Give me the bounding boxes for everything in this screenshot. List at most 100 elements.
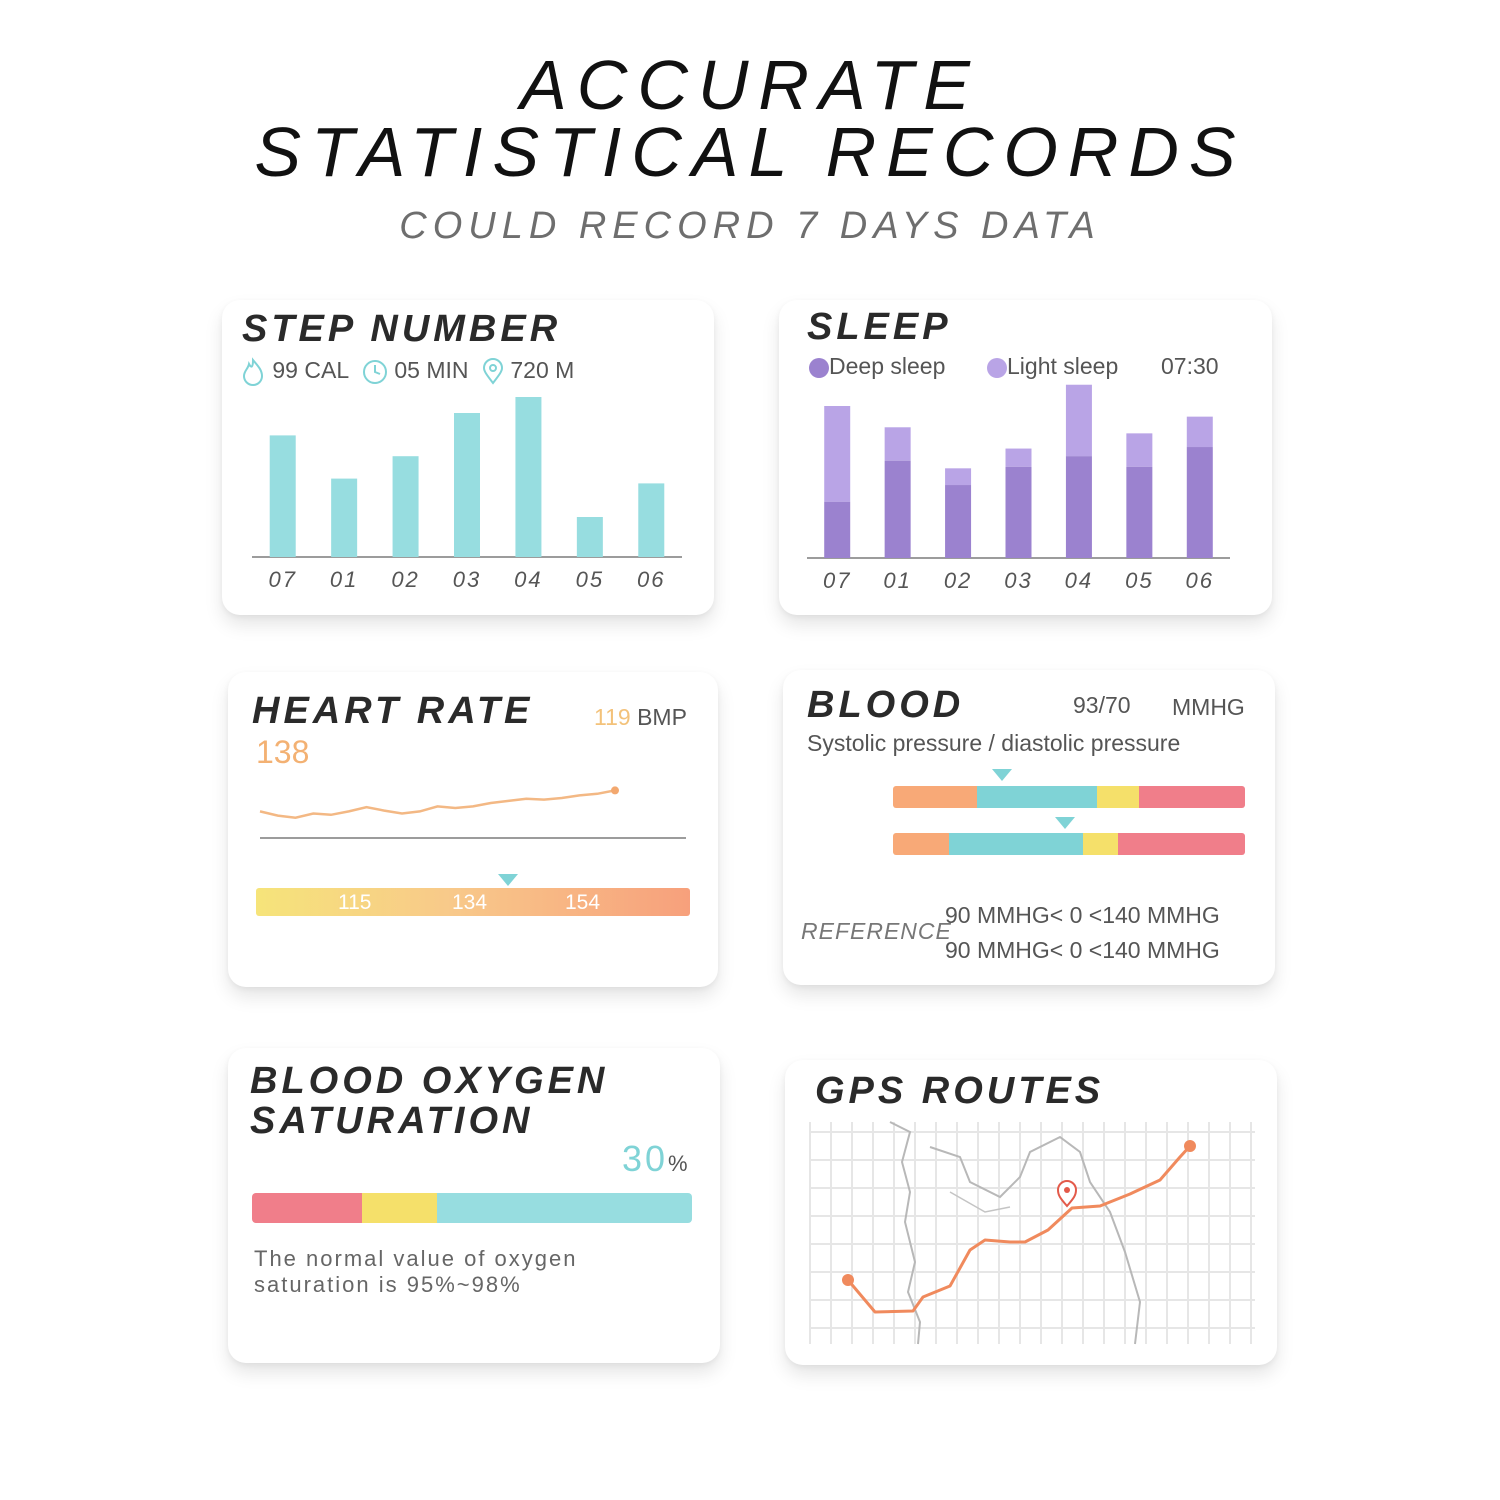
- oxygen-value: 30: [622, 1138, 669, 1179]
- step-day-label: 07: [268, 567, 297, 592]
- oxygen-zone-segment: [436, 1193, 692, 1223]
- hr-tick-1: 115: [338, 891, 372, 914]
- duration-value: 05 MIN: [394, 357, 469, 383]
- heart-rate-endpoint: [611, 786, 619, 795]
- light-sleep-bar: [1126, 433, 1153, 467]
- light-sleep-bar: [1186, 416, 1213, 448]
- light-sleep-label: Light sleep: [1007, 353, 1119, 379]
- light-sleep-bar: [824, 406, 851, 502]
- heart-rate-current: 138: [256, 734, 310, 770]
- blood-title: BLOOD: [807, 684, 965, 726]
- sleep-day-label: 02: [943, 568, 973, 593]
- heart-rate-marker: [497, 874, 518, 886]
- deep-sleep-label: Deep sleep: [829, 353, 946, 379]
- bmp-value: 119: [594, 704, 631, 730]
- map-road-2: [929, 1135, 1142, 1345]
- bmp-unit: BMP: [637, 704, 687, 730]
- sleep-day-label: 01: [883, 568, 912, 593]
- oxygen-title-line2: SATURATION: [250, 1100, 534, 1142]
- light-sleep-bar: [1005, 448, 1032, 467]
- calories-stat: 99 CAL: [240, 357, 349, 386]
- oxygen-title-line1: BLOOD OXYGEN: [250, 1060, 609, 1102]
- light-sleep-bar: [945, 468, 972, 486]
- duration-stat: 05 MIN: [362, 357, 469, 385]
- step-bar: [576, 517, 603, 557]
- step-day-label: 01: [329, 567, 359, 592]
- route-start-point: [842, 1274, 854, 1286]
- heart-rate-card: HEART RATE 138 119 BMP 115 134 154: [228, 672, 718, 987]
- deep-sleep-bar: [1005, 466, 1032, 558]
- deep-sleep-bar: [1186, 447, 1213, 558]
- step-bar: [454, 413, 480, 557]
- sleep-day-label: 06: [1185, 568, 1215, 593]
- pressure-zone-segment: [977, 786, 1098, 808]
- step-bar: [638, 483, 665, 557]
- location-pin-icon: [482, 357, 504, 385]
- deep-sleep-dot: [809, 357, 829, 378]
- deep-sleep-legend: Deep sleep: [809, 353, 945, 380]
- calories-value: 99 CAL: [272, 357, 350, 383]
- oxygen-note-line1: The normal value of oxygen: [254, 1246, 578, 1271]
- reference-label: REFERENCE: [801, 918, 952, 944]
- light-sleep-bar: [1065, 384, 1092, 457]
- map-grid: [809, 1122, 1255, 1344]
- oxygen-unit: %: [668, 1151, 688, 1176]
- step-day-label: 04: [514, 567, 543, 592]
- oxygen-reading: 30%: [622, 1138, 688, 1180]
- gps-title: GPS ROUTES: [815, 1070, 1105, 1112]
- systolic-marker: [992, 769, 1013, 781]
- sleep-total: 07:30: [1161, 353, 1219, 379]
- deep-sleep-bar: [945, 485, 972, 558]
- heart-rate-bmp: 119 BMP: [594, 704, 687, 731]
- heart-rate-line: [259, 786, 619, 819]
- sleep-day-label: 04: [1064, 568, 1094, 593]
- deep-sleep-bar: [1126, 466, 1153, 558]
- sleep-day-label: 03: [1004, 568, 1033, 593]
- oxygen-saturation-bar: [252, 1193, 692, 1223]
- diastolic-bar: [893, 833, 1245, 855]
- step-day-label: 05: [575, 567, 605, 592]
- hr-tick-3: 154: [565, 891, 601, 914]
- blood-unit: MMHG: [1172, 694, 1245, 720]
- headline-line2: STATISTICAL RECORDS: [254, 113, 1246, 191]
- pressure-zone-segment: [1097, 786, 1140, 808]
- route-end-point: [1184, 1140, 1196, 1152]
- deep-sleep-bar: [824, 501, 851, 558]
- pressure-zone-segment: [1139, 786, 1245, 808]
- pressure-zone-segment: [893, 833, 950, 855]
- step-day-label: 03: [452, 567, 482, 592]
- clock-icon: [363, 359, 387, 384]
- subtitle: COULD RECORD 7 DAYS DATA: [399, 205, 1101, 247]
- oxygen-note-line2: saturation is 95%~98%: [254, 1272, 522, 1297]
- light-sleep-bar: [884, 427, 911, 461]
- step-day-label: 06: [637, 567, 666, 592]
- oxygen-zone-segment: [362, 1193, 437, 1223]
- step-card: STEP NUMBER 99 CAL 05 MIN 720 M 07 01 02 03…: [222, 300, 714, 615]
- sleep-bar-chart: [807, 384, 1230, 559]
- reference-diastolic: 90 MMHG< 0 <140 MMHG: [945, 937, 1220, 963]
- hr-tick-2: 134: [452, 891, 488, 914]
- step-bar: [331, 478, 358, 557]
- heart-rate-trend: [259, 789, 616, 819]
- heart-rate-title: HEART RATE: [252, 690, 534, 732]
- map-road-3: [949, 1191, 1011, 1213]
- gps-routes-card: GPS ROUTES: [785, 1060, 1277, 1365]
- headline-line1: ACCURATE: [520, 46, 980, 124]
- light-sleep-legend: Light sleep: [987, 353, 1118, 380]
- deep-sleep-bar: [1065, 456, 1092, 558]
- blood-description: Systolic pressure / diastolic pressure: [807, 730, 1181, 756]
- blood-oxygen-card: BLOOD OXYGEN SATURATION 30% The normal v…: [228, 1048, 720, 1363]
- flame-icon: [242, 357, 264, 386]
- heart-rate-zone-bar: [256, 888, 690, 916]
- systolic-bar: [893, 786, 1245, 808]
- map-pin-icon: [1056, 1180, 1078, 1208]
- blood-pressure-card: BLOOD 93/70 MMHG Systolic pressure / dia…: [783, 670, 1275, 985]
- blood-value: 93/70: [1073, 692, 1131, 718]
- sleep-day-label: 07: [822, 568, 852, 593]
- light-sleep-dot: [987, 357, 1007, 378]
- gps-route-path: [846, 1144, 1192, 1314]
- gps-route-map: [809, 1121, 1255, 1345]
- sleep-card: SLEEP Deep sleep Light sleep 07:30 07 01 0…: [779, 300, 1272, 615]
- distance-value: 720 M: [510, 357, 575, 383]
- pressure-zone-segment: [893, 786, 978, 808]
